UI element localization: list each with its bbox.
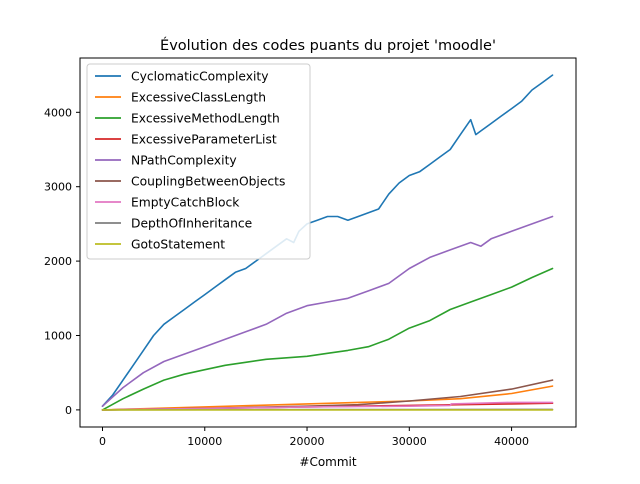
legend-label: ExcessiveMethodLength: [131, 112, 280, 126]
series-line-cyclomaticcomplexity: [101, 74, 554, 408]
y-axis: 0 1000 2000 3000 4000: [44, 106, 80, 417]
y-tick-label: 3000: [44, 181, 72, 194]
y-tick-label: 2000: [44, 255, 72, 268]
plot-area: [101, 74, 554, 411]
x-tick-label: 10000: [187, 435, 222, 448]
legend-box: [86, 63, 311, 260]
y-tick-label: 0: [65, 404, 72, 417]
chart-title: Évolution des codes puants du projet 'mo…: [160, 37, 496, 54]
legend-label: GotoStatement: [131, 238, 225, 252]
legend-label: CouplingBetweenObjects: [131, 175, 285, 189]
series-line-emptycatchblock: [101, 401, 554, 411]
series-line-excessivemethodlength: [101, 267, 554, 411]
legend-label: DepthOfInheritance: [131, 217, 252, 231]
legend-label: CyclomaticComplexity: [131, 70, 269, 84]
legend-label: EmptyCatchBlock: [131, 196, 240, 210]
legend-label: NPathComplexity: [131, 154, 237, 168]
axes-frame: [79, 57, 577, 428]
x-tick-label: 30000: [392, 435, 427, 448]
x-tick-label: 0: [99, 435, 106, 448]
legend-label: ExcessiveClassLength: [131, 91, 266, 105]
x-axis-label: #Commit: [299, 455, 356, 469]
series-line-npathcomplexity: [101, 215, 554, 408]
legend: CyclomaticComplexity ExcessiveClassLength…: [86, 63, 311, 260]
y-tick-label: 1000: [44, 329, 72, 342]
x-axis: 0 10000 20000 30000 40000: [99, 427, 529, 448]
y-tick-label: 4000: [44, 106, 72, 119]
series-line-excessiveclasslength: [101, 385, 554, 411]
x-tick-label: 20000: [290, 435, 325, 448]
legend-label: ExcessiveParameterList: [131, 133, 277, 147]
x-tick-label: 40000: [494, 435, 529, 448]
